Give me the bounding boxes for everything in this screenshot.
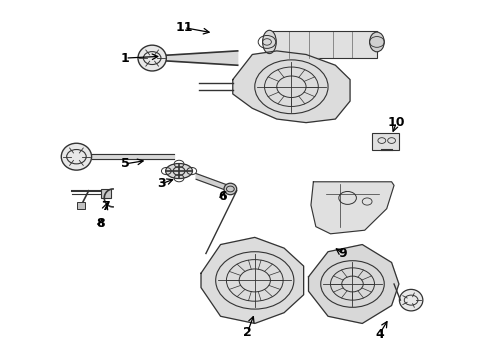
- Polygon shape: [201, 237, 304, 323]
- Polygon shape: [167, 51, 238, 65]
- Bar: [101, 189, 111, 198]
- Polygon shape: [92, 154, 174, 159]
- Polygon shape: [196, 174, 230, 192]
- Ellipse shape: [369, 32, 384, 52]
- Text: 5: 5: [121, 157, 130, 170]
- Ellipse shape: [166, 163, 193, 179]
- Ellipse shape: [61, 143, 92, 170]
- Text: 1: 1: [121, 51, 130, 64]
- Polygon shape: [311, 182, 394, 234]
- Ellipse shape: [399, 289, 423, 311]
- Ellipse shape: [138, 45, 166, 71]
- Bar: [77, 202, 85, 209]
- Polygon shape: [309, 244, 399, 323]
- Text: 6: 6: [219, 190, 227, 203]
- Bar: [270, 31, 377, 58]
- Text: 4: 4: [375, 328, 384, 341]
- Bar: [372, 134, 399, 149]
- Text: 10: 10: [388, 116, 405, 129]
- Text: 9: 9: [339, 247, 347, 260]
- Ellipse shape: [263, 30, 276, 54]
- Ellipse shape: [224, 183, 237, 195]
- Text: 8: 8: [97, 216, 105, 230]
- Text: 2: 2: [243, 326, 252, 339]
- Text: 7: 7: [101, 201, 110, 213]
- Text: 3: 3: [158, 177, 166, 190]
- Text: 11: 11: [175, 21, 193, 34]
- Polygon shape: [233, 51, 350, 123]
